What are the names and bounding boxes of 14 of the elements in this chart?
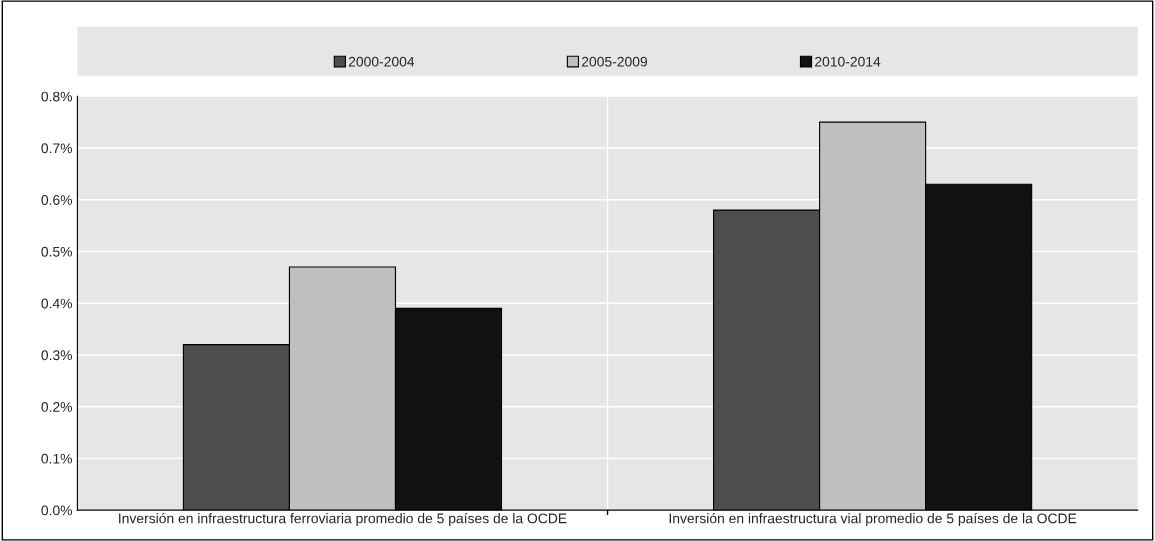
x-tick-label: Inversión en infraestructura vial promedio de 5 países de la OCDE bbox=[669, 512, 1077, 527]
y-tick-label: 0.5% bbox=[41, 246, 73, 257]
y-tick-label: 0.1% bbox=[41, 453, 73, 464]
legend-label: 2010-2014 bbox=[815, 56, 881, 67]
y-tick-label: 0.6% bbox=[41, 195, 73, 205]
legend-label: 2000-2004 bbox=[348, 56, 415, 67]
legend-label: 2005-2009 bbox=[581, 56, 648, 67]
y-tick-label: 0.8% bbox=[41, 91, 73, 102]
x-tick-label: Inversión en infraestructura ferroviaria promedio de 5 países de la OCDE bbox=[119, 512, 567, 527]
y-tick-label: 0.3% bbox=[41, 350, 73, 361]
y-tick-label: 0.0% bbox=[41, 505, 73, 516]
y-tick-label: 0.4% bbox=[41, 298, 73, 309]
y-tick-label: 0.2% bbox=[41, 402, 73, 412]
y-tick-label: 0.7% bbox=[41, 143, 73, 154]
